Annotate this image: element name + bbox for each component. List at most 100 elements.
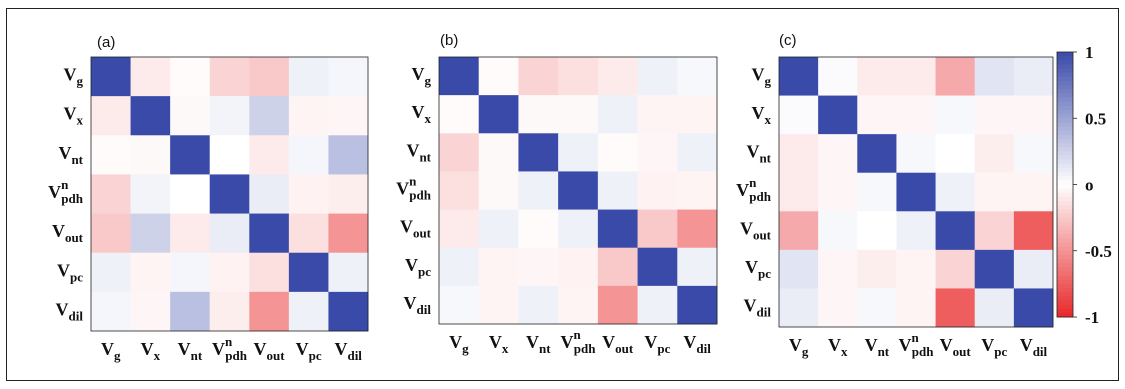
row-label: Vout [740, 219, 772, 243]
heatmap-cell [597, 133, 638, 172]
column-label-base: V [334, 339, 347, 359]
column-label-sub: out [615, 341, 634, 356]
row-label-sup: n [61, 177, 69, 192]
colorbar-segment [1057, 296, 1073, 301]
colorbar-segment [1057, 246, 1073, 252]
colorbar-segment [1057, 76, 1073, 82]
colorbar-segment [1057, 209, 1073, 214]
colorbar-segment [1057, 225, 1073, 231]
column-label: Vx [141, 339, 161, 363]
colorbar-segment [1057, 221, 1073, 227]
heatmap-cell [857, 288, 897, 328]
heatmap-cell [130, 213, 171, 254]
row-label-base: V [746, 141, 759, 161]
heatmap-cell [288, 252, 329, 293]
colorbar-segment [1057, 89, 1073, 94]
heatmap-cell [249, 174, 290, 214]
row-label-base: V [404, 293, 417, 313]
heatmap-cell [558, 57, 599, 96]
column-label-base: V [865, 335, 878, 355]
column-label: Vdil [1020, 335, 1048, 359]
column-label-sub: dil [1033, 344, 1048, 359]
column-label-sub: out [953, 344, 972, 359]
heatmap-cell [518, 171, 559, 210]
heatmap-cell [896, 288, 936, 328]
heatmap-cell [439, 95, 480, 134]
row-label-sub: pdh [61, 191, 83, 206]
colorbar-segment [1057, 238, 1073, 243]
heatmap-cell [818, 288, 858, 328]
heatmap-cell [288, 291, 329, 332]
heatmap-cell [597, 57, 638, 96]
heatmap-cell [558, 171, 599, 210]
row-label-sub: pdh [409, 188, 431, 203]
colorbar-segment [1057, 101, 1073, 107]
colorbar-segment [1057, 188, 1073, 194]
heatmap-cell [1013, 57, 1054, 96]
heatmap-cell [518, 247, 559, 287]
column-label: Vdil [334, 339, 362, 363]
heatmap-cell [974, 95, 1015, 135]
heatmap-cell [1013, 249, 1054, 289]
heatmap-cell [288, 213, 329, 254]
column-label: Vnt [178, 339, 203, 363]
colorbar-segment [1057, 217, 1073, 223]
colorbar-segment [1057, 85, 1073, 90]
row-label: Vdil [56, 299, 84, 323]
heatmap-cell [558, 285, 599, 325]
heatmap-cell [170, 57, 211, 97]
row-label-base: V [412, 64, 425, 84]
colorbar-segment [1057, 205, 1073, 210]
row-label-sub: x [765, 112, 772, 127]
colorbar-segment [1057, 114, 1073, 119]
row-label: Vn pdh [736, 175, 772, 204]
column-label-sub: pc [657, 341, 670, 356]
row-label: Vg [64, 65, 84, 89]
heatmap-cell [328, 96, 369, 136]
row-label-base: V [52, 221, 65, 241]
colorbar-segment [1057, 138, 1073, 144]
row-label: Vpc [405, 255, 431, 279]
colorbar-segment [1057, 155, 1073, 161]
column-label: Vout [602, 332, 634, 356]
column-label: Vpc [981, 335, 1007, 359]
heatmap-cell [288, 96, 329, 136]
colorbar-segment [1057, 263, 1073, 268]
colorbar-segment [1057, 151, 1073, 157]
heatmap-cell [130, 174, 171, 214]
column-label-sub: g [114, 348, 121, 363]
column-label-base: V [526, 332, 539, 352]
heatmap-cell [249, 57, 290, 97]
heatmap-cell [974, 134, 1015, 174]
row-label-base: V [48, 182, 61, 202]
column-label: Vout [254, 339, 286, 363]
row-label: Vout [400, 217, 432, 241]
heatmap-cell [249, 96, 290, 136]
heatmap-cell [677, 57, 718, 96]
row-label: Vnt [406, 140, 431, 164]
colorbar-segment [1057, 64, 1073, 70]
column-label-base: V [296, 339, 309, 359]
heatmap-cell [935, 288, 976, 328]
row-label-sub: pc [418, 264, 431, 279]
heatmap-cell [478, 209, 519, 249]
heatmap-cell [818, 211, 858, 251]
row-label-base: V [58, 143, 71, 163]
heatmap-cell [677, 209, 718, 249]
row-label: Vpc [745, 257, 771, 281]
colorbar-segment [1057, 52, 1073, 57]
heatmap-cell [779, 288, 819, 328]
column-label-base: V [789, 335, 802, 355]
colorbar-segment [1057, 292, 1073, 297]
row-label: Vn pdh [48, 177, 84, 206]
column-label-sup: n [225, 334, 233, 349]
column-label: Vx [489, 332, 509, 356]
heatmap-cell [91, 291, 131, 332]
heatmap-cell [439, 247, 480, 287]
row-label: Vout [52, 221, 84, 245]
heatmap-cell [170, 174, 211, 214]
column-label-sub: out [267, 348, 286, 363]
colorbar-segment [1057, 109, 1073, 115]
heatmap-cell [209, 57, 250, 97]
